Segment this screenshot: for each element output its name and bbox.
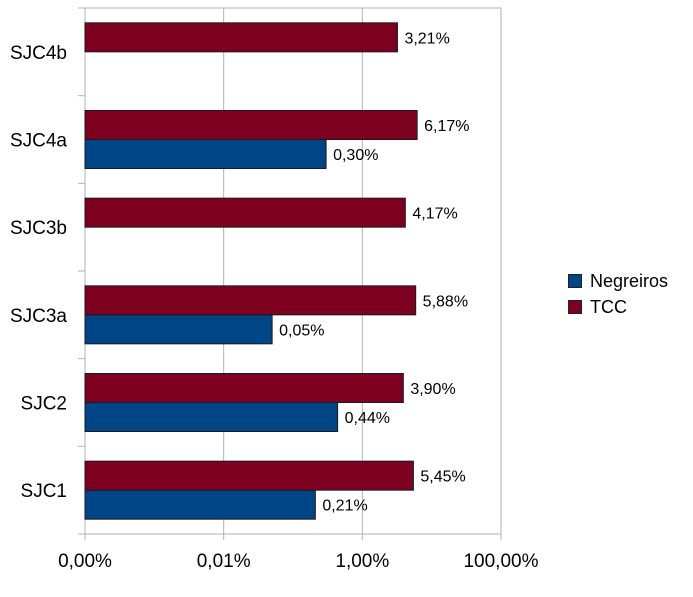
- label-layer: 0,21% 5,45% 0,44% 3,90% 0,05% 5,88% 4,17% 0,30%…: [279, 30, 469, 514]
- bar-negreiros: [84, 139, 327, 169]
- legend-item-tcc: TCC: [568, 294, 668, 320]
- x-tick-label: 0,00%: [58, 551, 112, 572]
- legend-item-negreiros: Negreiros: [568, 268, 668, 294]
- data-label: 5,45%: [420, 469, 465, 486]
- legend-label-tcc: TCC: [590, 296, 627, 317]
- data-label: 0,05%: [279, 322, 324, 339]
- bar-layer: [84, 22, 418, 520]
- data-label: 0,21%: [322, 498, 367, 515]
- bar-tcc: [84, 110, 418, 140]
- legend: Negreiros TCC: [568, 268, 668, 320]
- bar-tcc: [84, 460, 414, 491]
- data-label: 0,30%: [333, 147, 378, 164]
- x-tick-label: 100,00%: [463, 551, 538, 572]
- data-label: 6,17%: [424, 118, 469, 135]
- grid-layer: [84, 7, 502, 535]
- bar-negreiros: [84, 489, 316, 520]
- legend-swatch-tcc: [568, 300, 582, 314]
- bar-tcc: [84, 285, 417, 316]
- y-tick-label: SJC1: [21, 481, 67, 502]
- bar-negreiros: [84, 314, 273, 345]
- bar-tcc: [84, 373, 404, 403]
- data-label: 0,44%: [345, 410, 390, 427]
- y-tick-label: SJC4b: [10, 43, 67, 64]
- bar-tcc: [84, 22, 398, 53]
- y-tick-label: SJC3a: [10, 306, 67, 327]
- y-tick-label: SJC4a: [10, 131, 67, 152]
- x-tick-label: 0,01%: [197, 551, 251, 572]
- y-tick-label: SJC2: [21, 394, 67, 415]
- legend-label-negreiros: Negreiros: [590, 270, 669, 291]
- axis-layer: 0,00% 0,01% 1,00% 100,00% SJC1 SJC2 SJC3a SJC3b…: [10, 7, 539, 572]
- bar-tcc: [84, 197, 406, 228]
- data-label: 3,90%: [410, 381, 455, 398]
- data-label: 3,21%: [404, 30, 449, 47]
- x-tick-label: 1,00%: [335, 551, 389, 572]
- legend-swatch-negreiros: [568, 274, 582, 288]
- plot-area: [84, 7, 502, 535]
- data-label: 5,88%: [423, 293, 468, 310]
- y-tick-label: SJC3b: [10, 218, 67, 239]
- data-label: 4,17%: [412, 206, 457, 223]
- bar-negreiros: [84, 402, 339, 432]
